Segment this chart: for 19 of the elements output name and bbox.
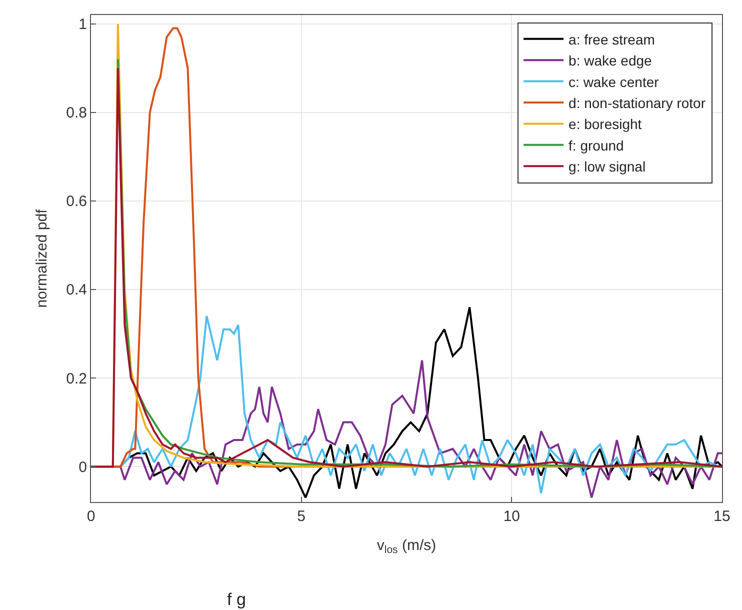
x-tick-label: 5	[297, 508, 306, 525]
text: f g	[227, 590, 246, 609]
legend-label: b: wake edge	[568, 52, 652, 69]
y-tick-label: 0	[78, 458, 87, 476]
y-tick-label: 0.2	[66, 370, 87, 388]
x-axis-title: v$_{los}$ (m/s)	[376, 537, 436, 556]
y-tick-label: 0.8	[66, 104, 87, 122]
y-axis-title: normalized pdf	[33, 208, 50, 308]
x-tick-label: 15	[714, 508, 730, 525]
y-tick-label: 0.4	[66, 282, 87, 299]
legend-label: g: low signal	[568, 158, 646, 175]
legend-label: e: boresight	[568, 116, 642, 132]
legend-label: a: free stream	[568, 31, 655, 48]
legend-label: f: ground	[568, 137, 624, 154]
legend-label: d: non-stationary rotor	[568, 94, 706, 111]
legend-label: c: wake center	[568, 74, 660, 90]
y-tick-label: 1	[78, 16, 87, 34]
y-tick-label: 0.6	[66, 193, 87, 210]
x-tick-label: 10	[503, 508, 520, 525]
